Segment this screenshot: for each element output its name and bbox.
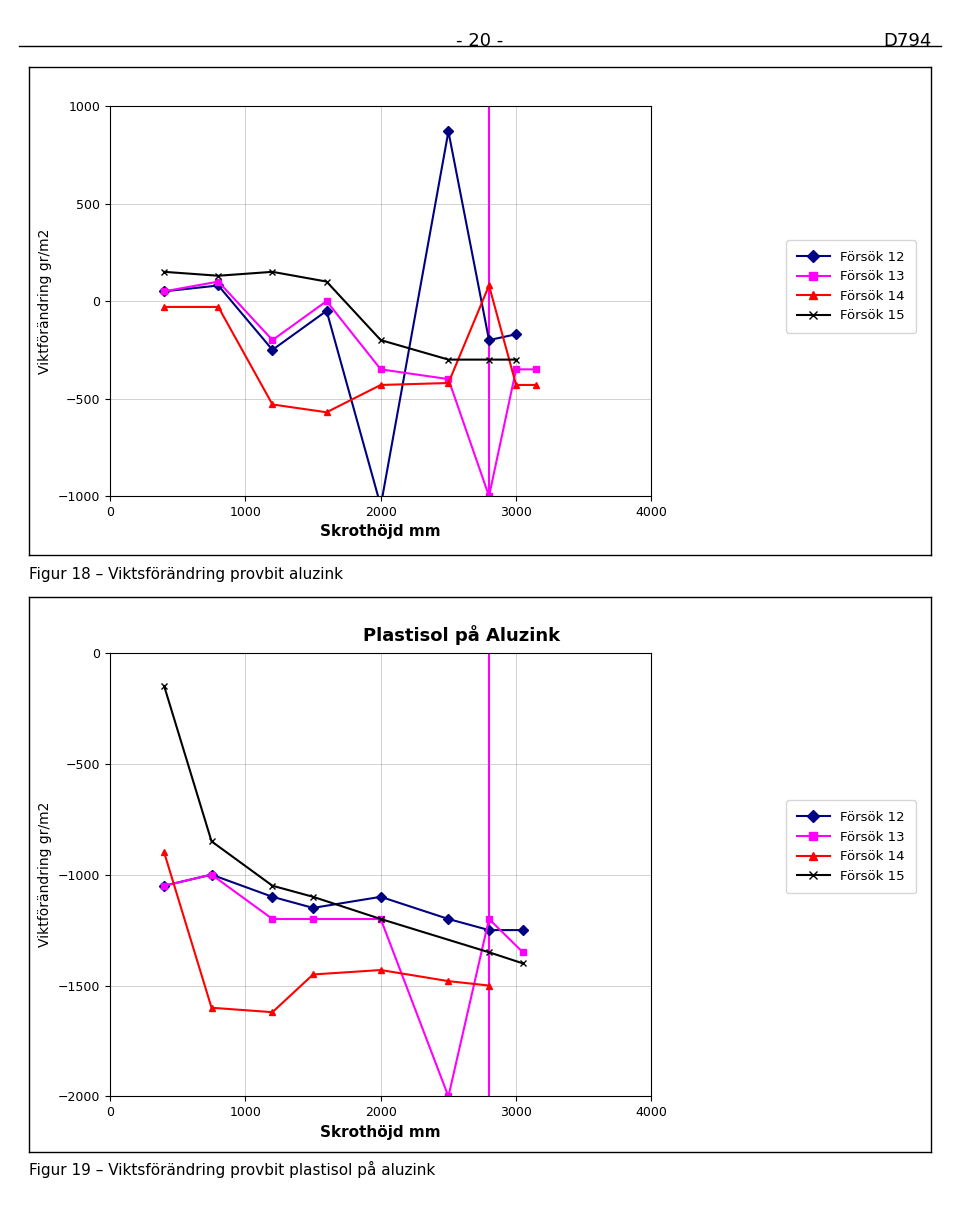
Försök 12 [511, 327, 522, 341]
Line: Försök 14: Försök 14 [160, 848, 492, 1015]
Försök 14 [158, 300, 170, 315]
Text: Aluzink: Aluzink [425, 106, 499, 124]
Försök 12 [375, 890, 387, 904]
Line: Försök 14: Försök 14 [160, 282, 540, 416]
Försök 14 [267, 1004, 278, 1019]
Försök 15 [511, 352, 522, 367]
Försök 15 [158, 679, 170, 694]
Försök 13 [511, 362, 522, 377]
Försök 13 [531, 362, 542, 377]
Line: Försök 12: Försök 12 [160, 872, 526, 934]
Försök 14 [307, 967, 319, 981]
Försök 14 [267, 397, 278, 412]
Försök 15 [158, 265, 170, 279]
Försök 12 [375, 499, 387, 513]
Försök 15 [517, 956, 529, 970]
Försök 13 [375, 912, 387, 926]
Försök 13 [205, 868, 217, 883]
Försök 12 [267, 890, 278, 904]
Försök 13 [158, 879, 170, 894]
Försök 12 [483, 333, 494, 347]
Försök 15 [205, 834, 217, 848]
Y-axis label: Viktförändring gr/m2: Viktförändring gr/m2 [38, 802, 53, 947]
Försök 14 [443, 974, 454, 989]
Line: Försök 13: Försök 13 [160, 872, 526, 1100]
Försök 13 [517, 945, 529, 959]
Försök 15 [267, 879, 278, 894]
Text: Figur 19 – Viktsförändring provbit plastisol på aluzink: Figur 19 – Viktsförändring provbit plast… [29, 1160, 435, 1178]
Försök 15 [212, 268, 224, 283]
Försök 12 [158, 879, 170, 894]
Försök 13 [212, 274, 224, 289]
Försök 14 [511, 378, 522, 393]
Legend: Försök 12, Försök 13, Försök 14, Försök 15: Försök 12, Försök 13, Försök 14, Försök … [786, 240, 916, 333]
Försök 15 [375, 333, 387, 347]
Line: Försök 12: Försök 12 [160, 128, 519, 510]
Legend: Försök 12, Försök 13, Försök 14, Försök 15: Försök 12, Försök 13, Försök 14, Försök … [786, 801, 916, 894]
Försök 13 [267, 333, 278, 347]
Försök 14 [205, 1001, 217, 1015]
Text: Plastisol på Aluzink: Plastisol på Aluzink [364, 625, 561, 645]
Försök 14 [212, 300, 224, 315]
X-axis label: Skrothöjd mm: Skrothöjd mm [321, 1125, 441, 1140]
Försök 13 [158, 284, 170, 299]
Line: Försök 15: Försök 15 [160, 268, 519, 363]
Försök 12 [517, 923, 529, 937]
Text: Figur 18 – Viktsförändring provbit aluzink: Figur 18 – Viktsförändring provbit aluzi… [29, 567, 343, 581]
Text: - 20 -: - 20 - [456, 32, 504, 50]
Försök 13 [443, 1090, 454, 1104]
Försök 14 [158, 845, 170, 859]
Försök 15 [375, 912, 387, 926]
Försök 12 [212, 278, 224, 293]
Försök 14 [443, 375, 454, 390]
Försök 14 [375, 378, 387, 393]
Försök 12 [443, 912, 454, 926]
Försök 15 [443, 352, 454, 367]
Försök 13 [483, 912, 494, 926]
Försök 15 [307, 890, 319, 904]
Försök 12 [321, 304, 332, 318]
Försök 12 [267, 343, 278, 357]
Line: Försök 15: Försök 15 [160, 683, 526, 967]
Försök 13 [321, 294, 332, 308]
Försök 12 [443, 124, 454, 139]
Försök 15 [483, 945, 494, 959]
Försök 12 [307, 901, 319, 915]
Försök 15 [267, 265, 278, 279]
Försök 15 [483, 352, 494, 367]
Försök 13 [483, 489, 494, 503]
Text: D794: D794 [883, 32, 931, 50]
Försök 13 [375, 362, 387, 377]
Försök 12 [158, 284, 170, 299]
Försök 14 [375, 963, 387, 978]
Försök 12 [205, 868, 217, 883]
X-axis label: Skrothöjd mm: Skrothöjd mm [321, 524, 441, 540]
Försök 15 [321, 274, 332, 289]
Försök 14 [483, 278, 494, 293]
Y-axis label: Viktförändring gr/m2: Viktförändring gr/m2 [38, 228, 53, 374]
Försök 14 [531, 378, 542, 393]
Försök 13 [307, 912, 319, 926]
Försök 12 [483, 923, 494, 937]
Line: Försök 13: Försök 13 [160, 278, 540, 500]
Försök 14 [483, 978, 494, 992]
Försök 13 [267, 912, 278, 926]
Försök 13 [443, 372, 454, 386]
Försök 14 [321, 405, 332, 419]
